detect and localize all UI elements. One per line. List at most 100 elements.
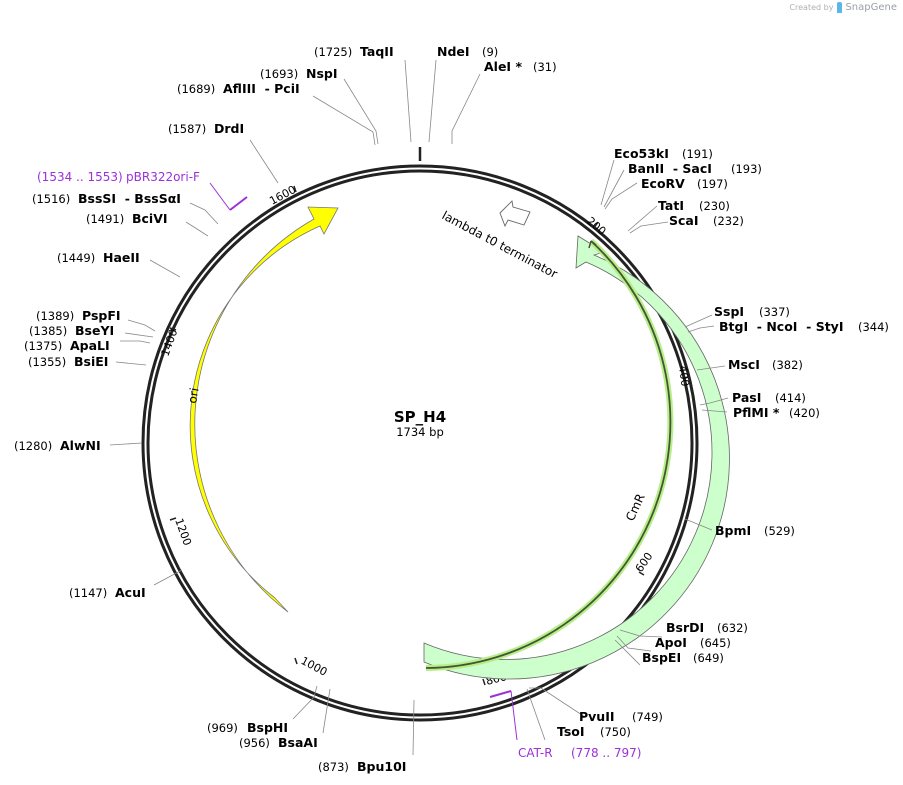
feature-label-ori: ori: [185, 387, 201, 405]
enzyme-bseyi[interactable]: (1385) BseYI: [29, 323, 114, 338]
enzyme-bpu10i[interactable]: (873) Bpu10I: [318, 759, 406, 774]
enzyme-bcivi[interactable]: (1491) BciVI: [86, 211, 168, 226]
svg-text:ApaLI: ApaLI: [70, 338, 110, 353]
svg-text:BpmI: BpmI: [715, 523, 751, 538]
svg-text:PflMI *: PflMI *: [733, 405, 780, 420]
enzyme-sspi[interactable]: SspI (337): [714, 304, 790, 319]
svg-text:ApoI: ApoI: [655, 635, 687, 650]
enzyme-nspi[interactable]: (1693) NspI: [260, 66, 338, 81]
svg-text:(632): (632): [717, 621, 748, 635]
svg-text:(873): (873): [318, 760, 349, 774]
enzyme-btgi-ncoi-styi[interactable]: BtgI - NcoI - StyI (344): [719, 319, 889, 334]
svg-text:BanII - SacI: BanII - SacI: [628, 161, 712, 176]
enzyme-bsiei[interactable]: (1355) BsiEI: [28, 354, 108, 369]
svg-text:(9): (9): [482, 45, 498, 59]
enzyme-ndei[interactable]: NdeI (9): [437, 44, 498, 59]
enzyme-pvuii[interactable]: PvuII (749): [579, 709, 663, 724]
primer-name-cat-r: CAT-R: [518, 746, 553, 760]
svg-text:(1587): (1587): [168, 122, 206, 136]
svg-text:(749): (749): [632, 710, 663, 724]
svg-text:(750): (750): [600, 725, 631, 739]
feature-ori[interactable]: ori: [172, 206, 339, 613]
feature-lambda-t0-terminator[interactable]: lambda t0 terminator: [440, 200, 560, 281]
svg-text:(1693): (1693): [260, 67, 298, 81]
enzyme-bsphi[interactable]: (969) BspHI: [207, 720, 288, 735]
svg-text:AcuI: AcuI: [115, 585, 146, 600]
svg-text:(1375): (1375): [24, 339, 62, 353]
svg-text:(1725): (1725): [314, 45, 352, 59]
enzyme-msci[interactable]: MscI (382): [728, 357, 803, 372]
enzyme-pasi[interactable]: PasI (414): [732, 390, 806, 405]
svg-text:MscI: MscI: [728, 357, 760, 372]
enzyme-bsssi-bsssai[interactable]: (1516) BssSI - BssSαI: [32, 191, 181, 206]
svg-text:TaqII: TaqII: [360, 44, 394, 59]
svg-text:(1449): (1449): [57, 251, 95, 265]
svg-text:(956): (956): [239, 736, 270, 750]
enzyme-pflmi[interactable]: PflMI * (420): [733, 405, 820, 420]
svg-text:(31): (31): [533, 60, 557, 74]
enzyme-apoi[interactable]: ApoI (645): [655, 635, 731, 650]
enzyme-bsrdi[interactable]: BsrDI (632): [666, 620, 748, 635]
plasmid-backbone[interactable]: [141, 164, 699, 722]
enzyme-alwni[interactable]: (1280) AlwNI: [14, 438, 101, 453]
primer-range-pbr322ori-f: (1534 .. 1553): [37, 170, 123, 184]
svg-text:(232): (232): [713, 214, 744, 228]
enzyme-afliii-pcii[interactable]: (1689) AflIII - PciI: [177, 81, 300, 96]
enzyme-bpmi[interactable]: BpmI (529): [715, 523, 795, 538]
snapgene-logo-icon: [837, 2, 843, 13]
svg-text:HaeII: HaeII: [103, 250, 140, 265]
svg-text:BsrDI: BsrDI: [666, 620, 704, 635]
enzyme-scai[interactable]: ScaI (232): [669, 213, 744, 228]
enzyme-leader-lines: [109, 59, 729, 756]
feature-label-lambda-t0: lambda t0 terminator: [440, 208, 560, 281]
cmr-orf-line: [425, 238, 674, 671]
enzyme-apali[interactable]: (1375) ApaLI: [24, 338, 110, 353]
svg-text:BsiEI: BsiEI: [74, 354, 108, 369]
svg-text:EcoRV: EcoRV: [641, 176, 685, 191]
svg-text:PasI: PasI: [732, 390, 761, 405]
svg-text:(1491): (1491): [86, 212, 124, 226]
plasmid-length: 1734 bp: [396, 425, 444, 439]
svg-text:(191): (191): [682, 147, 713, 161]
primer-cat-r[interactable]: CAT-R (778 .. 797): [489, 690, 641, 760]
enzyme-alei[interactable]: AleI * (31): [484, 59, 557, 74]
svg-text:AlwNI: AlwNI: [60, 438, 101, 453]
svg-text:BssSI - BssSαI: BssSI - BssSαI: [78, 191, 181, 206]
enzyme-acui[interactable]: (1147) AcuI: [69, 585, 146, 600]
plasmid-name: SP_H4: [394, 408, 446, 426]
primer-pbr322ori-f[interactable]: (1534 .. 1553) pBR322ori-F: [37, 170, 248, 211]
enzyme-tsoi[interactable]: TsoI (750): [557, 724, 631, 739]
credit-prefix: Created by: [789, 3, 834, 12]
svg-text:(1389): (1389): [36, 309, 74, 323]
enzyme-drdi[interactable]: (1587) DrdI: [168, 121, 244, 136]
svg-text:(382): (382): [772, 358, 803, 372]
enzyme-tati[interactable]: TatI (230): [658, 198, 730, 213]
svg-text:(1147): (1147): [69, 586, 107, 600]
svg-text:(1689): (1689): [177, 82, 215, 96]
svg-text:(1385): (1385): [29, 324, 67, 338]
enzyme-pspfi[interactable]: (1389) PspFI: [36, 308, 121, 323]
svg-text:BspHI: BspHI: [247, 720, 288, 735]
svg-text:(649): (649): [693, 651, 724, 665]
svg-text:(337): (337): [759, 305, 790, 319]
svg-text:DrdI: DrdI: [214, 121, 244, 136]
primer-name-pbr322ori-f: pBR322ori-F: [126, 170, 200, 184]
enzyme-banii-saci[interactable]: BanII - SacI (193): [628, 161, 762, 176]
enzyme-taqii[interactable]: (1725) TaqII: [314, 44, 394, 59]
enzyme-eco53ki[interactable]: Eco53kI (191): [614, 146, 713, 161]
svg-text:NdeI: NdeI: [437, 44, 470, 59]
svg-text:NspI: NspI: [306, 66, 338, 81]
svg-text:BseYI: BseYI: [75, 323, 114, 338]
svg-text:(344): (344): [858, 320, 889, 334]
tick-label-600: 600: [633, 550, 656, 575]
svg-text:(529): (529): [764, 524, 795, 538]
enzyme-bsaai[interactable]: (956) BsaAI: [239, 735, 318, 750]
svg-text:(197): (197): [697, 177, 728, 191]
svg-text:PvuII: PvuII: [579, 709, 615, 724]
enzyme-haeii[interactable]: (1449) HaeII: [57, 250, 140, 265]
tick-label-1400: 1400: [159, 327, 181, 358]
enzyme-ecorv[interactable]: EcoRV (197): [641, 176, 728, 191]
enzyme-bspei[interactable]: BspEI (649): [642, 650, 724, 665]
svg-text:(645): (645): [700, 636, 731, 650]
svg-text:PspFI: PspFI: [82, 308, 121, 323]
